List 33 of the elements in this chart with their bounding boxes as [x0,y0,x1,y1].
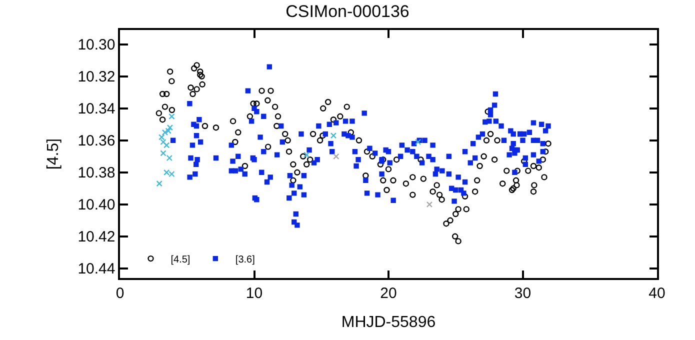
point [158,134,165,140]
y-tick-label: 10.36 [78,132,116,150]
point [160,138,166,146]
y-axis-title: [4.5] [45,138,62,170]
legend-label: [3.6] [235,254,256,266]
x-tick-label: 0 [116,284,124,302]
legend-label: [4.5] [170,254,190,266]
point [163,142,170,148]
y-tick-label: 10.38 [78,164,116,182]
point [156,180,162,187]
x-tick-label: 40 [648,284,666,302]
point [168,113,175,120]
y-tick-label: 10.42 [78,228,116,246]
point [160,150,166,156]
point [162,129,168,136]
y-tick-label: 10.34 [78,100,116,118]
point [414,138,422,146]
point [304,152,310,158]
y-tick-label: 10.32 [78,68,116,86]
x-tick-label: 30 [514,284,532,302]
point [333,153,340,160]
y-tick-label: 10.30 [78,36,116,54]
point [166,124,174,131]
point [166,154,172,162]
x-tick-label: 20 [380,284,397,302]
point [165,128,172,134]
x-axis-title: MHJD-55896 [341,314,436,331]
y-tick-label: 10.44 [78,260,116,278]
x-tick-label: 10 [246,284,263,302]
chart-title: CSIMon-000136 [286,2,410,21]
y-tick-label: 10.40 [78,196,116,214]
point [426,201,433,208]
point [330,132,337,139]
